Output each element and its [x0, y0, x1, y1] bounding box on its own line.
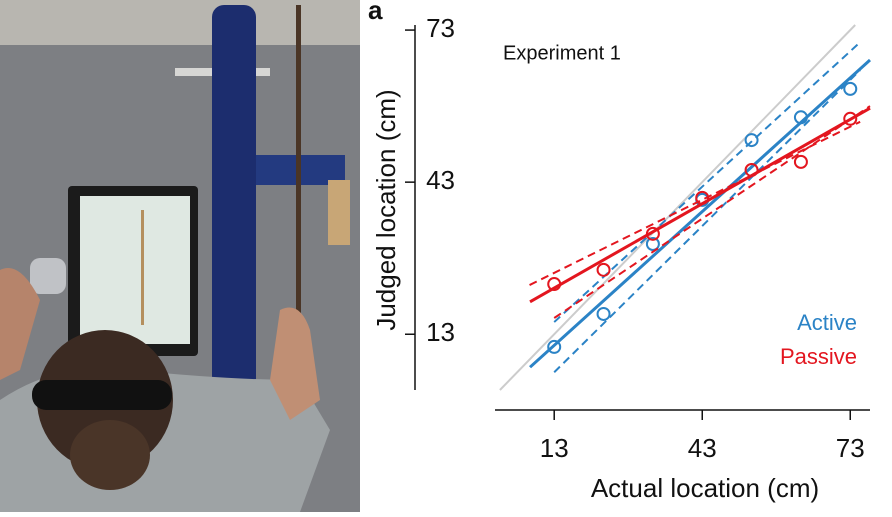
data-point	[547, 339, 562, 354]
data-point	[695, 190, 710, 205]
photo	[0, 0, 360, 512]
data-point	[843, 81, 858, 96]
legend-entry: Active	[797, 310, 857, 335]
legend-entry: Passive	[780, 344, 857, 369]
data-point	[744, 133, 759, 148]
data-point	[596, 262, 611, 277]
confidence-band	[553, 105, 871, 319]
data-point	[645, 226, 660, 241]
x-tick-label: 73	[836, 433, 865, 463]
data-point	[645, 237, 660, 251]
fit-line	[529, 106, 871, 304]
y-tick-label: 13	[426, 317, 455, 347]
fit-line	[529, 58, 872, 369]
data-point	[744, 162, 759, 177]
data-point	[793, 154, 808, 169]
confidence-band	[553, 41, 861, 323]
confidence-band	[553, 69, 861, 373]
data-point	[596, 306, 611, 321]
data-point	[547, 277, 562, 292]
x-axis-label: Actual location (cm)	[591, 473, 819, 503]
data-point	[793, 110, 808, 125]
chart-title: Experiment 1	[503, 42, 621, 64]
identity-line	[499, 24, 856, 391]
panel-label: a	[368, 0, 383, 25]
y-axis-label: Judged location (cm)	[371, 89, 401, 330]
x-tick-label: 43	[688, 433, 717, 463]
y-tick-label: 73	[426, 13, 455, 43]
data-point	[843, 111, 858, 126]
x-tick-label: 13	[540, 433, 569, 463]
y-tick-label: 43	[426, 165, 455, 195]
confidence-band	[529, 120, 861, 286]
